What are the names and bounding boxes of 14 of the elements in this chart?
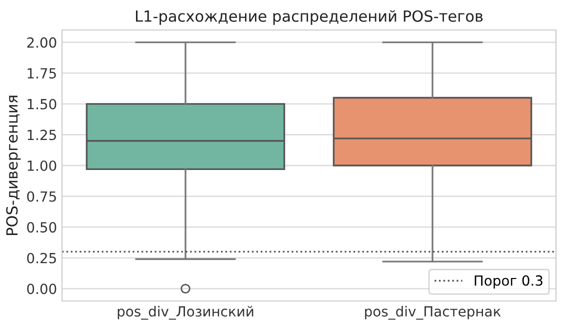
chart-title: L1-расхождение распределений POS-тегов [136,10,483,25]
y-tick-label: 1.00 [28,160,56,171]
x-tick-label: pos_div_Лозинский [118,306,254,320]
y-tick-label: 1.25 [28,130,56,140]
y-tick-label: 1.75 [28,68,56,79]
y-tick-label: 0.50 [27,222,56,233]
y-tick-label: 0.00 [27,284,56,294]
y-tick-label: 0.25 [27,252,56,264]
y-tick-label: 1.50 [28,98,56,110]
y-axis-title: POS-дивергенция [6,96,21,235]
x-tick-label: pos_div_Пастернак [365,306,501,320]
legend-label: Порог 0.3 [474,275,542,288]
y-tick-label: 2.00 [27,37,56,48]
y-tick-label: 0.75 [27,191,56,202]
